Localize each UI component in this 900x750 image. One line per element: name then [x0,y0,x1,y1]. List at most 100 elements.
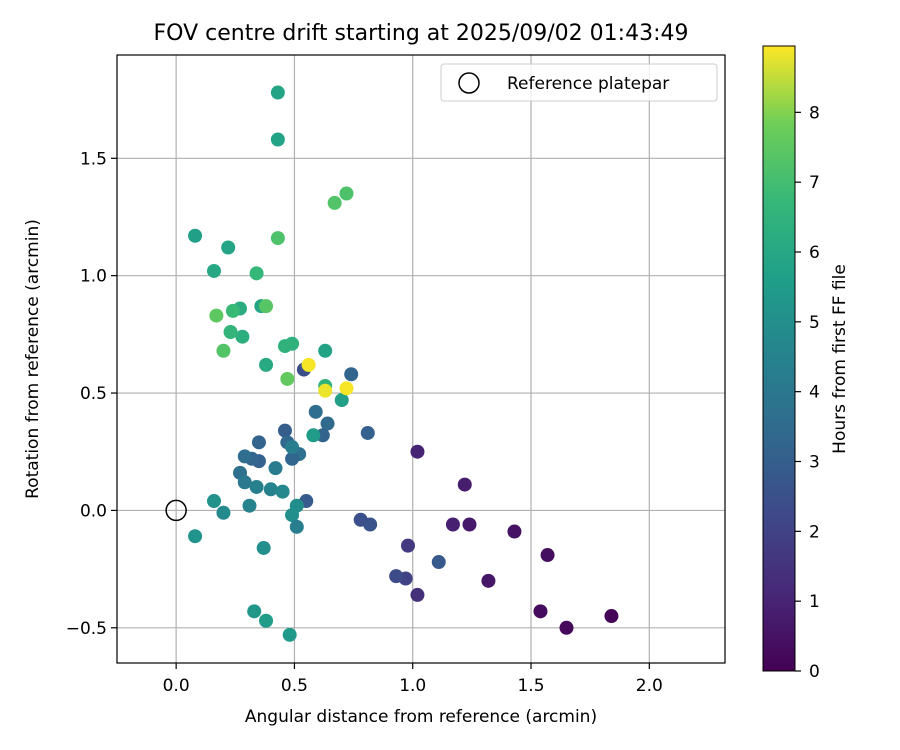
data-point-62 [206,263,221,278]
data-point-7 [457,477,472,492]
colorbar-tick-label: 2 [809,522,820,542]
data-point-37 [263,482,278,497]
data-point-34 [237,475,252,490]
colorbar-tick-label: 5 [809,313,820,333]
colorbar-tick-label: 8 [809,103,820,123]
legend-box [440,63,718,102]
y-tick-label: 1.0 [80,267,107,287]
data-point-59 [235,329,250,344]
data-point-38 [275,484,290,499]
data-point-13 [389,569,404,584]
data-point-44 [216,505,231,520]
x-axis-ticks: 0.0 0.5 1.0 1.5 2.0 [163,663,663,696]
data-point-46 [256,540,271,555]
legend-marker-icon [458,72,480,94]
data-point-3 [540,548,555,563]
data-point-2 [533,604,548,619]
data-point-71 [327,195,342,210]
data-point-49 [282,627,297,642]
data-point-45 [188,529,203,544]
data-point-72 [339,186,354,201]
x-tick-label: 2.0 [636,676,663,696]
data-point-42 [289,519,304,534]
data-point-74 [270,85,285,100]
data-point-8 [445,517,460,532]
colorbar-tick-label: 1 [809,592,820,612]
data-point-68 [209,308,224,323]
gridlines [117,55,725,663]
colorbar-tick-label: 4 [809,383,820,403]
data-point-50 [306,428,321,443]
legend: Reference platepar [440,63,718,102]
data-point-10 [410,587,425,602]
data-point-64 [221,240,236,255]
data-point-25 [285,451,300,466]
colorbar-tick-label: 0 [809,662,820,682]
data-point-48 [259,613,274,628]
colorbar-label: Hours from first FF file [830,264,850,454]
data-point-28 [285,440,300,455]
data-point-20 [320,416,335,431]
data-point-67 [259,299,274,314]
data-point-17 [360,425,375,440]
x-axis-label: Angular distance from reference (arcmin) [245,707,597,727]
data-point-63 [188,228,203,243]
colorbar-ticks: 0 1 2 3 4 5 6 7 8 [795,103,820,682]
x-tick-label: 0.0 [163,676,190,696]
y-tick-label: 1.5 [80,149,107,169]
x-tick-label: 0.5 [281,676,308,696]
data-point-32 [237,449,252,464]
data-point-4 [507,524,522,539]
reference-platepar-marker [165,499,187,522]
data-point-51 [334,393,349,408]
scatter-points [188,85,619,642]
y-tick-label: 0.0 [80,501,107,521]
data-point-77 [339,381,354,396]
data-point-52 [318,343,333,358]
y-tick-label: −0.5 [66,619,107,639]
y-axis-label: Rotation from reference (arcmin) [23,219,43,499]
data-point-41 [285,508,300,523]
x-tick-label: 1.0 [399,676,426,696]
y-axis-ticks: −0.5 0.0 0.5 1.0 1.5 [66,149,117,639]
data-point-70 [280,371,295,386]
data-point-61 [225,303,240,318]
colorbar-tick-label: 6 [809,243,820,263]
data-point-76 [318,383,333,398]
data-point-29 [251,435,266,450]
data-point-35 [268,461,283,476]
data-point-11 [400,538,415,553]
data-point-75 [301,357,316,372]
data-point-0 [604,609,619,624]
colorbar: 0 1 2 3 4 5 6 7 8 Hours from first FF file [762,45,850,682]
data-point-6 [462,517,477,532]
data-point-9 [410,444,425,459]
data-point-47 [247,604,262,619]
colorbar-tick-label: 3 [809,453,820,473]
data-point-66 [270,231,285,246]
data-point-55 [277,339,292,354]
data-point-18 [344,367,359,382]
legend-label: Reference platepar [507,74,669,94]
chart-title: FOV centre drift starting at 2025/09/02 … [154,21,689,46]
data-point-69 [216,343,231,358]
data-point-56 [259,357,274,372]
data-point-1 [559,620,574,635]
data-point-26 [277,423,292,438]
y-tick-label: 0.5 [80,384,107,404]
data-point-21 [308,404,323,419]
data-point-36 [249,479,264,494]
colorbar-tick-label: 7 [809,173,820,193]
data-point-16 [353,512,368,527]
data-point-60 [223,325,238,340]
data-point-65 [249,266,264,281]
data-point-14 [431,555,446,570]
data-point-43 [206,494,221,509]
data-point-39 [242,498,257,513]
data-point-73 [270,132,285,147]
data-point-5 [481,573,496,588]
colorbar-gradient [762,45,796,672]
plot-frame [116,54,726,664]
x-tick-label: 1.5 [517,676,544,696]
